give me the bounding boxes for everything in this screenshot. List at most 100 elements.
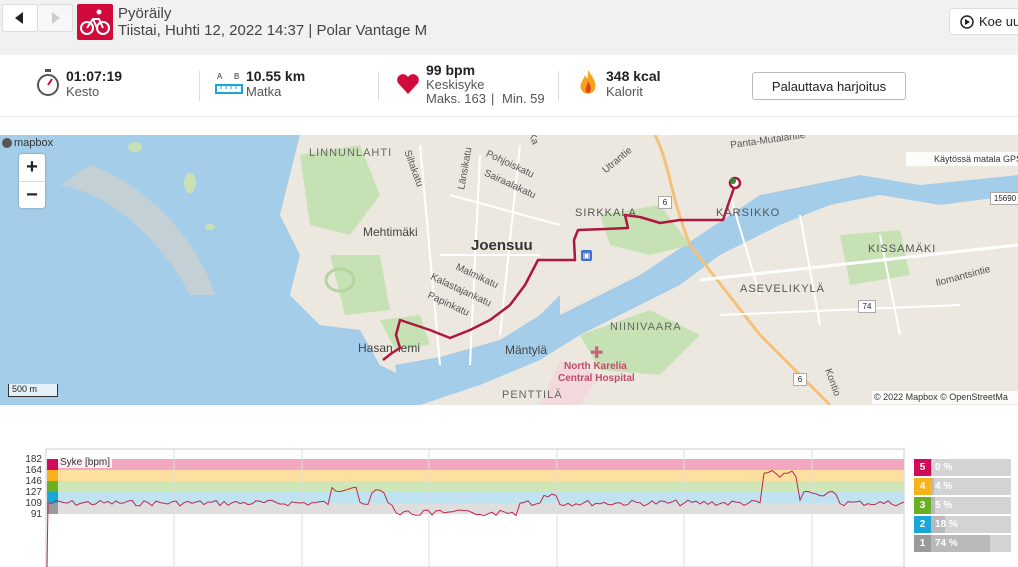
hr-chart-canvas[interactable] <box>0 448 1018 567</box>
map-label: KARSIKKO <box>716 207 781 219</box>
zone-percent: 5 % <box>935 500 953 511</box>
y-tick-label: 91 <box>30 509 42 520</box>
distance-value: 10.55 km <box>246 68 306 84</box>
zone-number: 3 <box>914 497 931 514</box>
svg-text:B: B <box>234 72 239 81</box>
divider <box>558 71 559 101</box>
zone-number: 1 <box>914 535 931 552</box>
zone-fill <box>931 535 990 552</box>
hr-avg-value: 99 bpm <box>426 62 476 78</box>
mapbox-logo: mapbox <box>2 137 53 149</box>
bus-icon: ▣ <box>581 250 592 261</box>
map-label: Central Hospital <box>558 373 635 384</box>
hospital-icon: ✚ <box>590 345 604 362</box>
distance-icon: A B <box>215 72 243 94</box>
road-shield: 15690 <box>990 192 1018 205</box>
calories-label: Kalorit <box>606 84 643 99</box>
try-label: Koe uu <box>979 14 1018 29</box>
cycling-icon <box>77 4 113 40</box>
zone-summary-2: 2 18 % <box>914 516 1011 533</box>
map-label: iemi <box>398 341 421 355</box>
duration-value: 01:07:19 <box>66 68 123 84</box>
hr-trace <box>46 469 905 567</box>
hr-max: Maks. 163 <box>426 91 486 106</box>
zone-band-1 <box>47 503 904 514</box>
sport-name: Pyöräily <box>118 5 172 22</box>
map-label: Mehtimäki <box>363 225 418 239</box>
session-subtitle: Tiistai, Huhti 12, 2022 14:37 | Polar Va… <box>118 22 428 39</box>
zone-band-3 <box>47 481 904 492</box>
zoom-in-button[interactable]: + <box>19 154 45 182</box>
zone-percent: 74 % <box>935 538 958 549</box>
zone-summary-4: 4 4 % <box>914 478 1011 495</box>
y-tick-label: 182 <box>25 454 42 465</box>
zone-fill <box>931 497 935 514</box>
arrow-left-icon <box>15 12 23 24</box>
zone-fill <box>931 478 934 495</box>
map-label: LINNUNLAHTI <box>309 147 393 159</box>
zone-swatch-1 <box>47 503 58 514</box>
road-shield: 6 <box>793 373 807 386</box>
map-scale: 500 m <box>8 384 58 397</box>
zoom-controls: + − <box>19 154 45 208</box>
map-label: ASEVELIKYLÄ <box>740 283 825 295</box>
summary-stats: 01:07:19 Kesto A B 10.55 km Matka 99 bpm… <box>0 55 1018 117</box>
duration-label: Kesto <box>66 84 100 99</box>
y-tick-label: 146 <box>25 476 42 487</box>
zone-fill <box>931 459 932 476</box>
y-tick-label: 109 <box>25 498 42 509</box>
try-button[interactable]: Koe uu <box>949 8 1018 35</box>
flame-icon <box>580 70 596 94</box>
map-label: Mäntylä <box>505 343 548 357</box>
zone-summary-3: 3 5 % <box>914 497 1011 514</box>
zoom-out-button[interactable]: − <box>26 184 38 206</box>
distance-label: Matka <box>246 84 282 99</box>
hr-separator: | <box>491 91 495 106</box>
forward-button[interactable] <box>37 4 73 32</box>
map-label: SIRKKALA <box>575 207 637 219</box>
heart-icon <box>397 74 419 94</box>
road-shield: 74 <box>858 300 876 313</box>
map-label: North Karelia <box>564 361 627 372</box>
top-bar: Pyöräily Tiistai, Huhti 12, 2022 14:37 |… <box>0 0 1018 55</box>
map-label: NIINIVAARA <box>610 321 682 333</box>
zone-number: 5 <box>914 459 931 476</box>
zone-summary-1: 1 74 % <box>914 535 1011 552</box>
gps-notice: Käytössä matala GPS <box>906 152 1018 166</box>
zone-swatch-2 <box>47 492 58 503</box>
zone-swatch-4 <box>47 470 58 481</box>
y-tick-label: 127 <box>25 487 42 498</box>
stopwatch-icon <box>37 69 59 96</box>
y-tick-label: 164 <box>25 465 42 476</box>
map-attribution[interactable]: © 2022 Mapbox © OpenStreetMa <box>872 391 1018 404</box>
heart-rate-chart: Syke [bpm] 182 164 146 127 109 91 5 0 % 4 4 % 3 5 … <box>0 448 1018 567</box>
hr-legend: Syke [bpm] <box>58 457 113 468</box>
map-label: Joensuu <box>471 237 533 254</box>
play-circle-icon <box>960 14 974 29</box>
route-start-marker <box>730 178 736 184</box>
recovery-training-button[interactable]: Palauttava harjoitus <box>752 72 906 100</box>
zone-band-2 <box>47 492 904 503</box>
svg-text:A: A <box>217 72 223 81</box>
zone-number: 4 <box>914 478 931 495</box>
calories-value: 348 kcal <box>606 68 661 84</box>
map-label: KISSAMÄKI <box>868 243 937 255</box>
route-map[interactable]: LINNUNLAHTI Siltakatu Länsikatu Pohjoisk… <box>0 135 1018 405</box>
zone-percent: 18 % <box>935 519 958 530</box>
hr-min: Min. 59 <box>502 91 545 106</box>
zone-percent: 0 % <box>935 462 953 473</box>
zone-fill <box>931 516 945 533</box>
arrow-right-icon <box>52 12 60 24</box>
zone-band-4 <box>47 470 904 481</box>
road-shield: 6 <box>658 196 672 209</box>
divider <box>199 71 200 101</box>
map-canvas[interactable] <box>0 135 1018 405</box>
hr-avg-label: Keskisyke <box>426 77 485 92</box>
back-button[interactable] <box>2 4 38 32</box>
map-label: PENTTILÄ <box>502 389 563 401</box>
zone-number: 2 <box>914 516 931 533</box>
divider <box>378 71 379 101</box>
zone-percent: 4 % <box>935 481 953 492</box>
zone-swatch-3 <box>47 481 58 492</box>
map-label: Hasan <box>358 341 393 355</box>
